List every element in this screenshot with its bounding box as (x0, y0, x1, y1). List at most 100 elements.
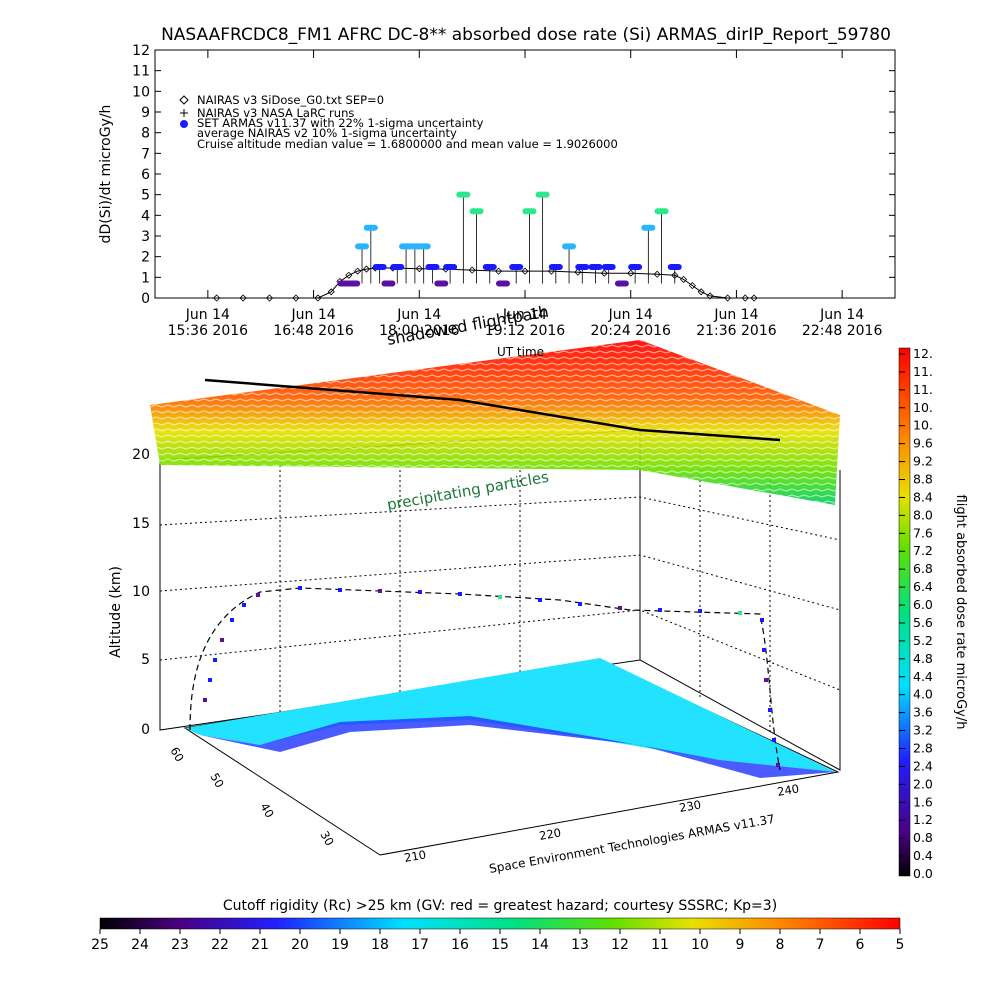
flight-3d-panel: 20 15 10 5 0 Altitude (km) 60 50 40 30 2… (108, 302, 841, 876)
nairas-point (741, 294, 749, 302)
nairas-line (216, 267, 754, 299)
colorbar-tick-label: 1.2 (913, 812, 933, 827)
lon-tick-label: 220 (538, 825, 562, 843)
colorbar-tick-label: 10. (913, 418, 933, 433)
y-tick-label: 0 (141, 291, 150, 307)
rigidity-gradient (99, 917, 901, 930)
x-tick-label-time: 15:36 2016 (168, 323, 249, 339)
colorbar-tick-label: 1.6 (913, 794, 933, 809)
y-tick-label: 9 (141, 105, 150, 121)
x-tick-label-time: 18:00 2016 (379, 323, 460, 339)
armas-point (628, 264, 643, 270)
z-tick-label: 10 (132, 584, 150, 600)
legend-entry-armas: SET ARMAS v11.37 with 22% 1-sigma uncert… (197, 116, 484, 130)
lat-tick-label: 50 (207, 771, 226, 791)
floor-map-ocean (185, 658, 836, 772)
rigidity-tick-label: 14 (531, 937, 549, 953)
colorbar-tick-label: 7.6 (913, 525, 933, 540)
nairas-point (750, 294, 758, 302)
flight-dose-point (256, 593, 260, 597)
y-tick-label: 10 (132, 84, 150, 100)
dose-colorbar: 12. 11. 11. 10. 10. 9.6 9.2 8.8 8.4 8.0 7.6 7.2 6.8 6… (898, 346, 968, 881)
nairas-point (327, 288, 335, 296)
rigidity-tick-label: 8 (776, 937, 785, 953)
x-tick-label-date: Jun 14 (185, 307, 230, 323)
flight-dose-points (203, 586, 780, 767)
nairas-point (697, 288, 705, 296)
flight-dose-point (213, 658, 217, 662)
armas-point (601, 264, 616, 270)
x-tick-label-time: 19:12 2016 (485, 323, 566, 339)
floor-map-coast (200, 716, 836, 778)
armas-point (522, 208, 537, 215)
x-tick-label-date: Jun 14 (396, 307, 441, 323)
flight-dose-point (538, 598, 542, 602)
armas-point (469, 208, 484, 215)
nairas-point (345, 271, 353, 279)
y-axis-label: dD(Si)/dt microGy/h (98, 105, 114, 244)
legend-diamond-marker (179, 95, 189, 105)
colorbar-tick-label: 0.4 (913, 848, 933, 863)
y-tick-label: 5 (141, 188, 150, 204)
flight-dose-point (772, 738, 776, 742)
x-tick-label-date: Jun 14 (502, 307, 547, 323)
colorbar-tick-label: 8.8 (913, 472, 933, 487)
armas-point (535, 191, 550, 198)
flight-dose-point (738, 611, 742, 615)
x-tick-label-date: Jun 14 (608, 307, 653, 323)
colorbar-tick-label: 7.2 (913, 543, 933, 558)
y-tick-label: 4 (141, 208, 150, 224)
armas-point (381, 280, 396, 287)
rigidity-tick-label: 20 (291, 937, 309, 953)
lon-tick-label: 230 (678, 797, 702, 815)
armas-point (355, 243, 370, 250)
nairas-point (362, 265, 370, 273)
armas-point (495, 280, 510, 287)
lat-tick-label: 40 (257, 801, 276, 821)
colorbar-tick-label: 0.8 (913, 830, 933, 845)
armas-point (425, 264, 440, 270)
rigidity-tick-label: 19 (331, 937, 349, 953)
rigidity-tick-label: 10 (691, 937, 709, 953)
flight-dose-point (208, 678, 212, 682)
flight-dose-point (230, 618, 234, 622)
armas-point (575, 264, 590, 270)
colorbar-tick-label: 11. (913, 382, 933, 397)
colorbar-tick-label: 2.4 (913, 758, 933, 773)
colorbar-tick-label: 6.0 (913, 597, 933, 612)
z-axis-label: Altitude (km) (108, 566, 124, 658)
rigidity-tick-label: 11 (651, 937, 669, 953)
armas-point (654, 208, 669, 215)
colorbar-tick-label: 0.0 (913, 866, 933, 881)
colorbar-tick-label: 8.4 (913, 489, 933, 504)
particle-sheet-texture (150, 340, 840, 505)
flight-dose-point (764, 678, 768, 682)
nairas-point (415, 265, 423, 273)
flight-dose-point (776, 763, 780, 767)
armas-point (509, 264, 524, 270)
grid-line (159, 554, 841, 611)
rigidity-label: Cutoff rigidity (Rc) >25 km (GV: red = g… (223, 898, 777, 914)
armas-point (390, 264, 405, 270)
nairas-point (292, 294, 300, 302)
x-tick-label-date: Jun 14 (713, 307, 758, 323)
y-tick-label: 2 (141, 250, 150, 266)
flight-dose-point (298, 586, 302, 590)
armas-point (443, 264, 458, 270)
colorbar-tick-label: 9.2 (913, 454, 933, 469)
colorbar-tick-label: 11. (913, 364, 933, 379)
rigidity-tick-label: 13 (571, 937, 589, 953)
z-tick-label: 20 (132, 447, 150, 463)
nairas-point (600, 269, 608, 277)
colorbar-tick-label: 3.2 (913, 723, 933, 738)
x-tick-label-date: Jun 14 (819, 307, 864, 323)
rigidity-tick-label: 21 (251, 937, 269, 953)
y-tick-label: 11 (132, 64, 150, 80)
rigidity-tick-label: 25 (91, 937, 109, 953)
lat-tick-label: 60 (167, 745, 186, 765)
flight-dose-point (698, 609, 702, 613)
rigidity-tick-label: 12 (611, 937, 629, 953)
y-tick-label: 8 (141, 126, 150, 142)
